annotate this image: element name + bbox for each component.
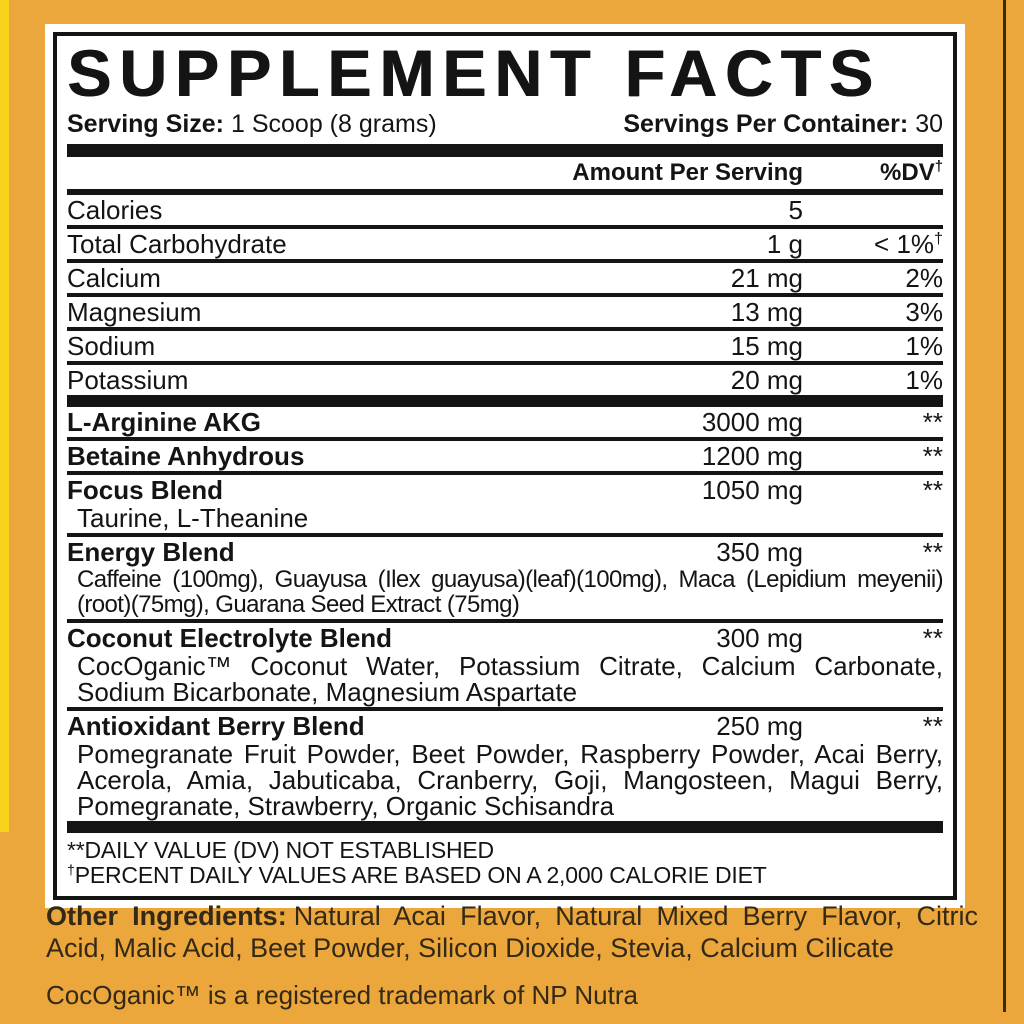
table-row: Calories 5 [67, 195, 803, 225]
blend-ingredients: Taurine, L-Theanine [77, 503, 309, 533]
footnote-percent-dv: †PERCENT DAILY VALUES ARE BASED ON A 2,0… [67, 862, 767, 888]
divider-rule [67, 361, 943, 365]
panel-border: SUPPLEMENT FACTS Serving Size: 1 Scoop (8… [53, 32, 957, 900]
divider-rule [67, 533, 943, 537]
divider-rule [67, 437, 943, 441]
blend-block: Energy Blend 350 mg ** Caffeine (100mg),… [67, 537, 944, 619]
serving-size-label: Serving Size: [67, 110, 224, 138]
blend-row: Antioxidant Berry Blend 250 mg ** [67, 711, 943, 741]
table-row: Calcium 21 mg 2% [67, 263, 943, 293]
blend-block: Focus Blend 1050 mg ** Taurine, L-Theani… [67, 475, 943, 533]
blend-ingredients: Pomegranate Fruit Powder, Beet Powder, R… [77, 739, 943, 821]
dagger-icon: † [67, 862, 75, 879]
divider-rule [67, 225, 943, 229]
serving-size: Serving Size: 1 Scoop (8 grams) [67, 110, 437, 138]
other-ingredients-value: Natural Acai Flavor, Natural Mixed Berry… [46, 901, 978, 963]
dv-dagger: † [934, 229, 943, 248]
column-header-dv: %DV† [880, 159, 943, 186]
blend-row: L-Arginine AKG 3000 mg ** [67, 407, 943, 437]
packaging-accent-strip [0, 0, 9, 832]
panel-title: SUPPLEMENT FACTS [67, 36, 881, 110]
table-row: Magnesium 13 mg 3% [67, 297, 943, 327]
divider-rule [67, 293, 943, 297]
serving-row: Serving Size: 1 Scoop (8 grams) Servings … [67, 110, 943, 138]
divider-section [67, 821, 943, 833]
servings-per-container: Servings Per Container: 30 [623, 110, 943, 138]
column-header-amount: Amount Per Serving [572, 159, 803, 186]
divider-header [67, 189, 943, 195]
divider-rule [67, 619, 943, 623]
trademark-note: CocOganic™ is a registered trademark of … [46, 980, 638, 1010]
table-row: Sodium 15 mg 1% [67, 331, 943, 361]
blend-row: Betaine Anhydrous 1200 mg ** [67, 441, 943, 471]
divider-section [67, 395, 943, 407]
blend-ingredients: CocOganic™ Coconut Water, Potassium Citr… [77, 651, 943, 707]
divider-thick-top [67, 144, 943, 157]
other-ingredients: Other Ingredients: Natural Acai Flavor, N… [46, 900, 978, 964]
blend-row: Energy Blend 350 mg ** [67, 537, 943, 567]
footnote-dv-not-established: **DAILY VALUE (DV) NOT ESTABLISHED [67, 837, 494, 863]
dv-dagger: † [934, 159, 943, 175]
blend-block: Coconut Electrolyte Blend 300 mg ** CocO… [67, 623, 943, 707]
footnotes: **DAILY VALUE (DV) NOT ESTABLISHED †PERC… [67, 833, 943, 888]
servings-per-container-value: 30 [915, 110, 943, 138]
divider-rule [67, 259, 943, 263]
blend-ingredients: Caffeine (100mg), Guayusa (Ilex guayusa)… [77, 566, 944, 618]
divider-rule [67, 327, 943, 331]
divider-rule [67, 471, 943, 475]
blend-row: Focus Blend 1050 mg ** [67, 475, 943, 505]
serving-size-value: 1 Scoop (8 grams) [231, 110, 437, 138]
supplement-facts-panel: SUPPLEMENT FACTS Serving Size: 1 Scoop (8… [45, 24, 965, 908]
column-header-row: Amount Per Serving %DV† [67, 157, 943, 189]
table-row: Total Carbohydrate 1 g < 1%† [67, 229, 943, 259]
servings-per-container-label: Servings Per Container: [623, 110, 909, 138]
blend-block: Antioxidant Berry Blend 250 mg ** Pomegr… [67, 711, 943, 821]
blend-row: Coconut Electrolyte Blend 300 mg ** [67, 623, 943, 653]
divider-rule [67, 707, 943, 711]
packaging-edge-line [1003, 0, 1006, 1012]
table-row: Potassium 20 mg 1% [67, 365, 943, 395]
other-ingredients-label: Other Ingredients: [46, 901, 287, 931]
